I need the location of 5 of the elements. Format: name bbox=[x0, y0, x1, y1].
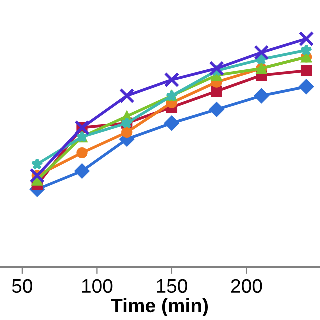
x-tick-label: 200 bbox=[231, 279, 262, 294]
x-tick-label: 150 bbox=[157, 279, 188, 294]
x-axis-title: Time (min) bbox=[111, 298, 208, 316]
x-tick-label: 50 bbox=[12, 279, 32, 294]
x-tick-label: 100 bbox=[82, 279, 113, 294]
